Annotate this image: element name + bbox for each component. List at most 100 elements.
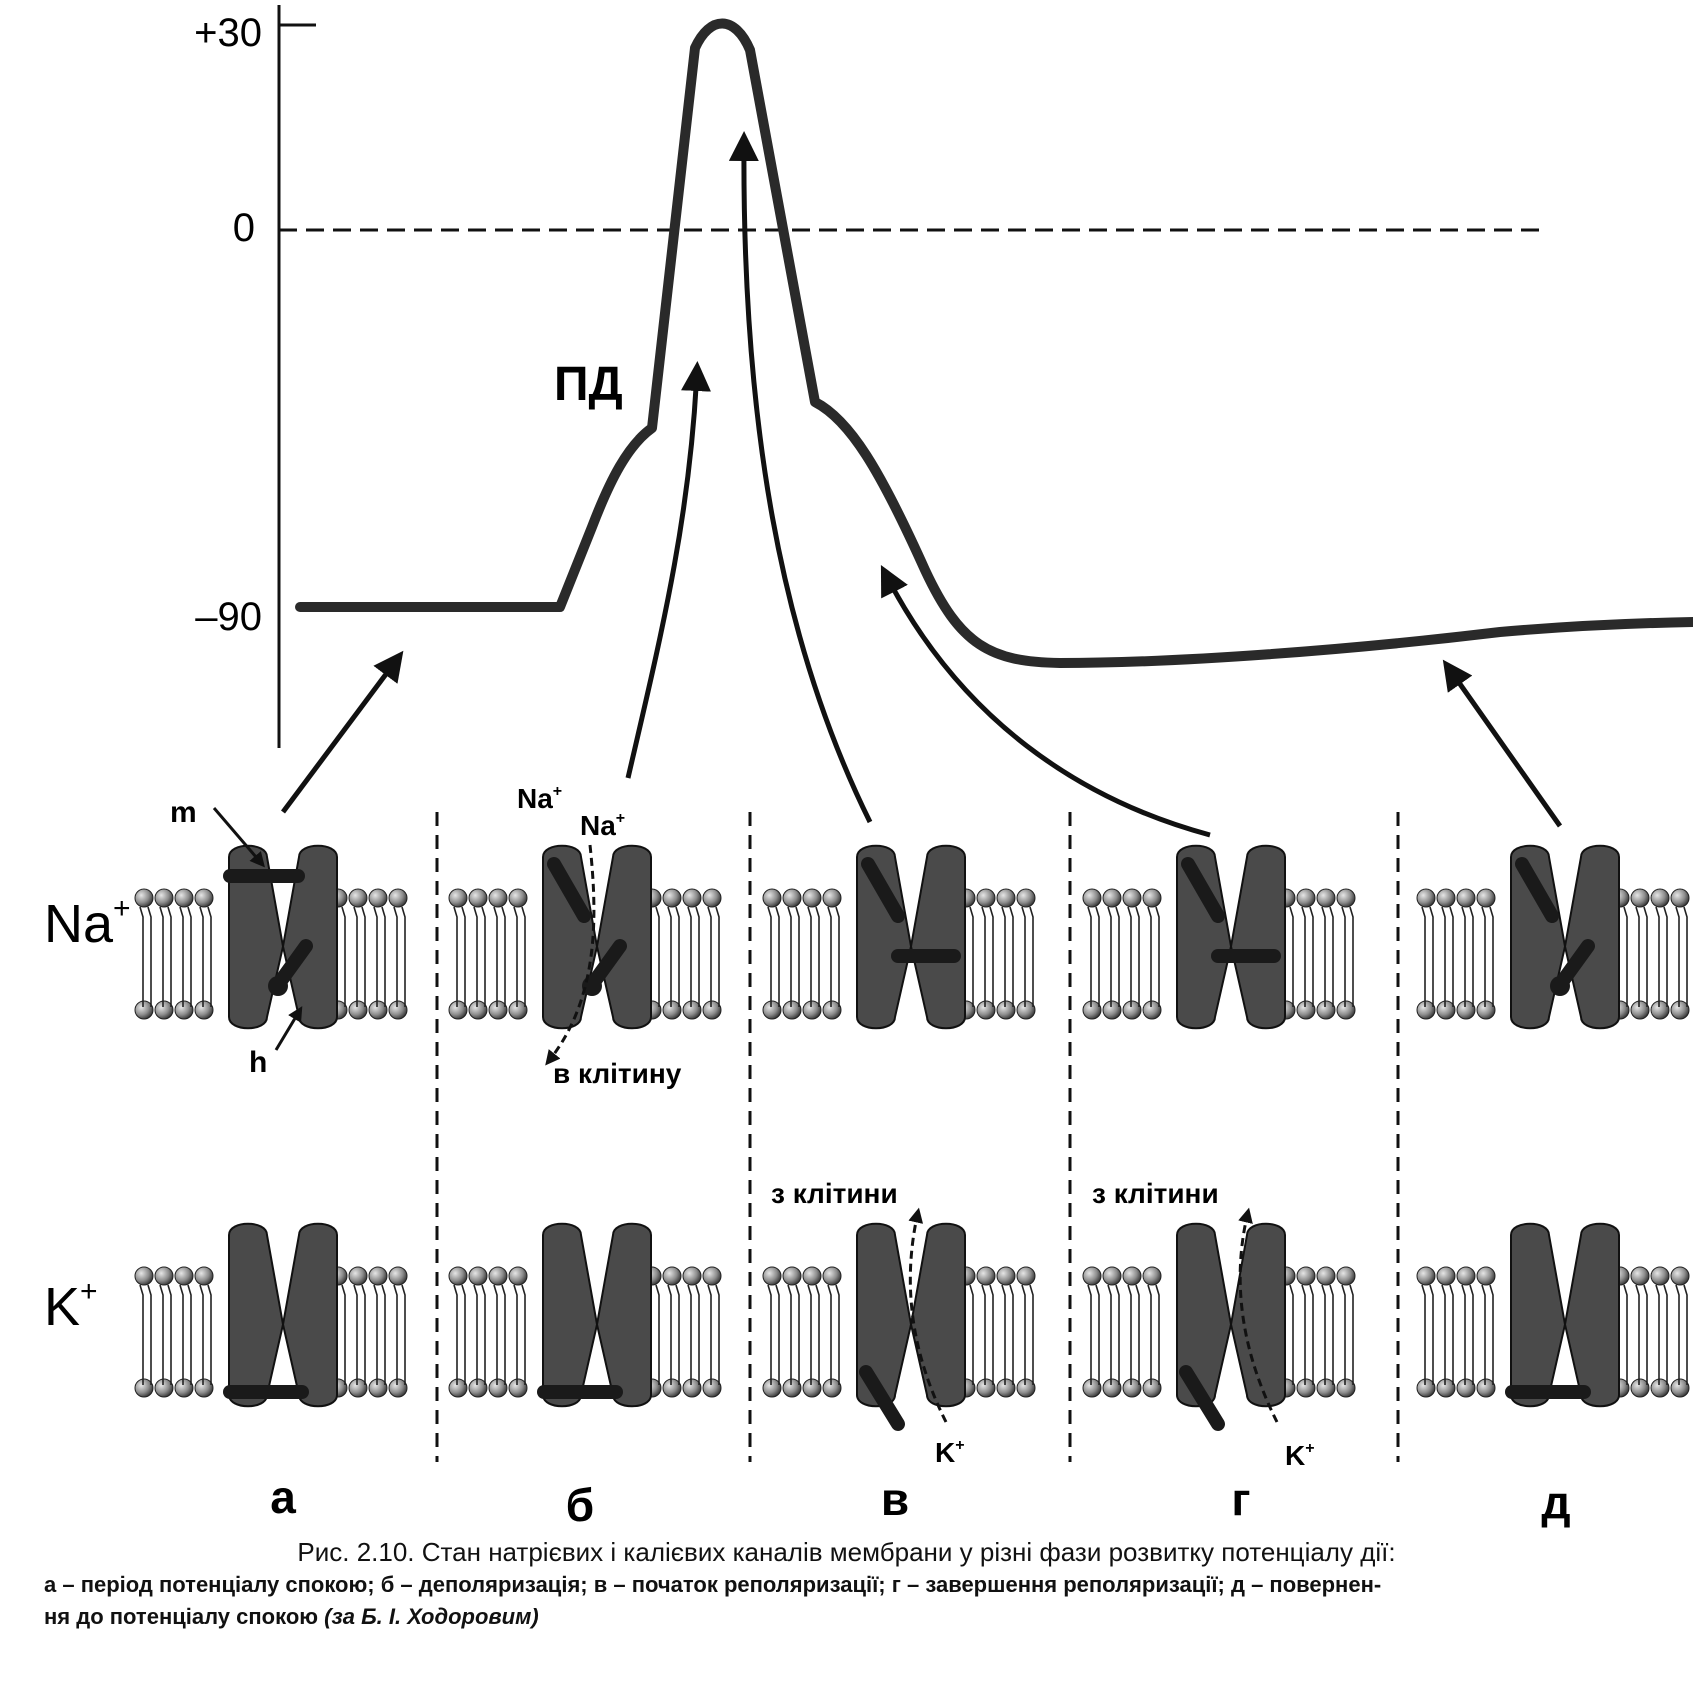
k-channel-v-bilayer-left-tail: [827, 1284, 840, 1385]
panel-label-a: а: [270, 1471, 296, 1523]
k-channel-b-bilayer-right-head: [662, 1266, 682, 1286]
na-channel-b-h-gate: [587, 939, 627, 989]
k-channel-d-bilayer-right-tail: [1635, 1284, 1648, 1385]
k-flow-arrow-v: [908, 1207, 948, 1423]
k-channel-v-bilayer-left-head: [762, 1266, 782, 1286]
gate-label-m: m: [170, 796, 197, 829]
na-channel-g-bilayer-left-head: [1122, 888, 1142, 908]
k-channel-a-bilayer-left-tail: [139, 1284, 152, 1385]
na-channel-a-bilayer-left-head: [194, 1000, 214, 1020]
na-channel-d-bilayer-right-tail: [1675, 906, 1688, 1007]
k-channel-g-bilayer-left-tail: [1107, 1284, 1120, 1385]
na-channel-g-bilayer-left-head: [1102, 1000, 1122, 1020]
na-channel-g-bilayer-left-tail: [1107, 906, 1120, 1007]
gate-label-h: h: [249, 1046, 267, 1079]
k-channel-v-bilayer-left-tail: [767, 1284, 780, 1385]
na-channel-a-bilayer-right-head: [388, 888, 408, 908]
na-channel-v-bilayer-right-head: [1016, 1000, 1036, 1020]
k-channel-b-bilayer-left-head: [488, 1378, 508, 1398]
k-channel-d-bilayer-left-head: [1416, 1378, 1436, 1398]
na-channel-v-bilayer-right-tail: [1021, 906, 1034, 1007]
k-channel-a-protein-right: [281, 1222, 338, 1408]
k-channel-d-bilayer-left-head: [1456, 1378, 1476, 1398]
k-channel-d-bilayer-right-head: [1650, 1266, 1670, 1286]
k-channel-v-bilayer-left-head: [822, 1266, 842, 1286]
k-channel-a-protein-left: [228, 1222, 285, 1408]
k-channel-g-bilayer-right-head: [1316, 1266, 1336, 1286]
na-channel-g-bilayer-right-tail: [1321, 906, 1334, 1007]
na-channel-a-bilayer-right-head: [368, 888, 388, 908]
na-channel-a-bilayer-right-tail: [373, 906, 386, 1007]
na-channel-d-bilayer-right-head: [1650, 888, 1670, 908]
k-channel-a-bilayer-left-head: [134, 1266, 154, 1286]
na-channel-d-bilayer-left-head: [1416, 888, 1436, 908]
na-channel-a-bilayer-left-tail: [159, 906, 172, 1007]
k-channel-v-bilayer-right-tail: [1021, 1284, 1034, 1385]
na-channel-g-bilayer-left-head: [1122, 1000, 1142, 1020]
na-channel-v-bilayer-left-head: [782, 888, 802, 908]
na-channel-a-bilayer-left-head: [154, 1000, 174, 1020]
k-channel-b-bilayer-right-head: [702, 1266, 722, 1286]
na-channel-g-bilayer-left-head: [1082, 888, 1102, 908]
k-channel-g-bilayer-left-head: [1102, 1266, 1122, 1286]
na-channel-b-m-gate: [547, 857, 591, 923]
k-channel-v-bilayer-right-head: [996, 1378, 1016, 1398]
k-channel-b-bilayer-left-tail: [473, 1284, 486, 1385]
k-channel-d-bilayer-left-tail: [1421, 1284, 1434, 1385]
na-channel-b-h-gate-ball: [582, 976, 602, 996]
na-channel-d-bilayer-left-head: [1436, 888, 1456, 908]
na-channel-g-bilayer-right-head: [1336, 1000, 1356, 1020]
na-channel-b-protein-left: [542, 844, 599, 1030]
na-channel-v-bilayer-right-tail: [981, 906, 994, 1007]
na-channel-d-bilayer-left-tail: [1441, 906, 1454, 1007]
na-channel-a-bilayer-left-tail: [139, 906, 152, 1007]
caption-author: (за Б. І. Ходоровим): [324, 1604, 539, 1629]
na-channel-b-bilayer-left-head: [508, 1000, 528, 1020]
na-channel-d-bilayer-right-head: [1630, 1000, 1650, 1020]
k-channel-v-bilayer-left-tail: [787, 1284, 800, 1385]
k-flow-label-v: K+: [935, 1437, 965, 1468]
na-channel-d-bilayer-left-tail: [1421, 906, 1434, 1007]
k-channel-g-bilayer-right-head: [1316, 1378, 1336, 1398]
k-channel-b-bilayer-left-head: [448, 1378, 468, 1398]
k-channel-d-bilayer-left-tail: [1441, 1284, 1454, 1385]
k-channel-g-k-gate: [1179, 1365, 1225, 1431]
k-channel-d-bilayer-left-head: [1456, 1266, 1476, 1286]
k-channel-a-bilayer-left-tail: [159, 1284, 172, 1385]
na-channel-a-bilayer-left-head: [194, 888, 214, 908]
na-channel-d-bilayer-left-head: [1436, 1000, 1456, 1020]
na-channel-a-h-gate: [273, 939, 313, 989]
na-channel-b-bilayer-left-head: [468, 1000, 488, 1020]
arrow-d: [1442, 659, 1563, 828]
na-channel-b-bilayer-right-tail: [687, 906, 700, 1007]
na-channel-a-bilayer-left-head: [174, 888, 194, 908]
na-channel-a-bilayer-left-head: [134, 888, 154, 908]
na-channel-d-bilayer-right-tail: [1635, 906, 1648, 1007]
na-channel-d-h-gate-ball: [1550, 976, 1570, 996]
na-channel-v-bilayer-left-head: [802, 888, 822, 908]
k-channel-b-bilayer-right-head: [662, 1378, 682, 1398]
k-channel-b-bilayer-left-tail: [513, 1284, 526, 1385]
k-flow-arrow-g: [1238, 1207, 1279, 1423]
k-channel-a-bilayer-left-head: [194, 1266, 214, 1286]
na-flow-label-2: Na+: [580, 810, 625, 841]
caption-line-1: а – період потенціалу спокою; б – деполя…: [44, 1572, 1382, 1597]
na-channel-d-bilayer-right-tail: [1655, 906, 1668, 1007]
k-channel-g-bilayer-left-tail: [1087, 1284, 1100, 1385]
k-channel-g-bilayer-right-head: [1296, 1266, 1316, 1286]
na-channel-a-bilayer-right-head: [388, 1000, 408, 1020]
na-channel-g-bilayer-right-head: [1316, 888, 1336, 908]
k-channel-g-bilayer-right-tail: [1321, 1284, 1334, 1385]
k-channel-d-bilayer-left-tail: [1481, 1284, 1494, 1385]
ap-label: ПД: [554, 358, 623, 411]
na-channel-a-bilayer-left-head: [134, 1000, 154, 1020]
k-channel-d-bilayer-right-head: [1650, 1378, 1670, 1398]
k-channel-g-bilayer-left-head: [1082, 1378, 1102, 1398]
into-cell-label: в клітину: [553, 1058, 682, 1089]
na-channel-v-protein-right: [909, 844, 966, 1030]
k-channel-d-bilayer-right-head: [1670, 1378, 1690, 1398]
na-channel-d-bilayer-left-head: [1416, 1000, 1436, 1020]
k-channel-b-bilayer-left-head: [508, 1378, 528, 1398]
na-channel-b-bilayer-right-head: [662, 888, 682, 908]
k-channel-b-bilayer-right-head: [682, 1378, 702, 1398]
